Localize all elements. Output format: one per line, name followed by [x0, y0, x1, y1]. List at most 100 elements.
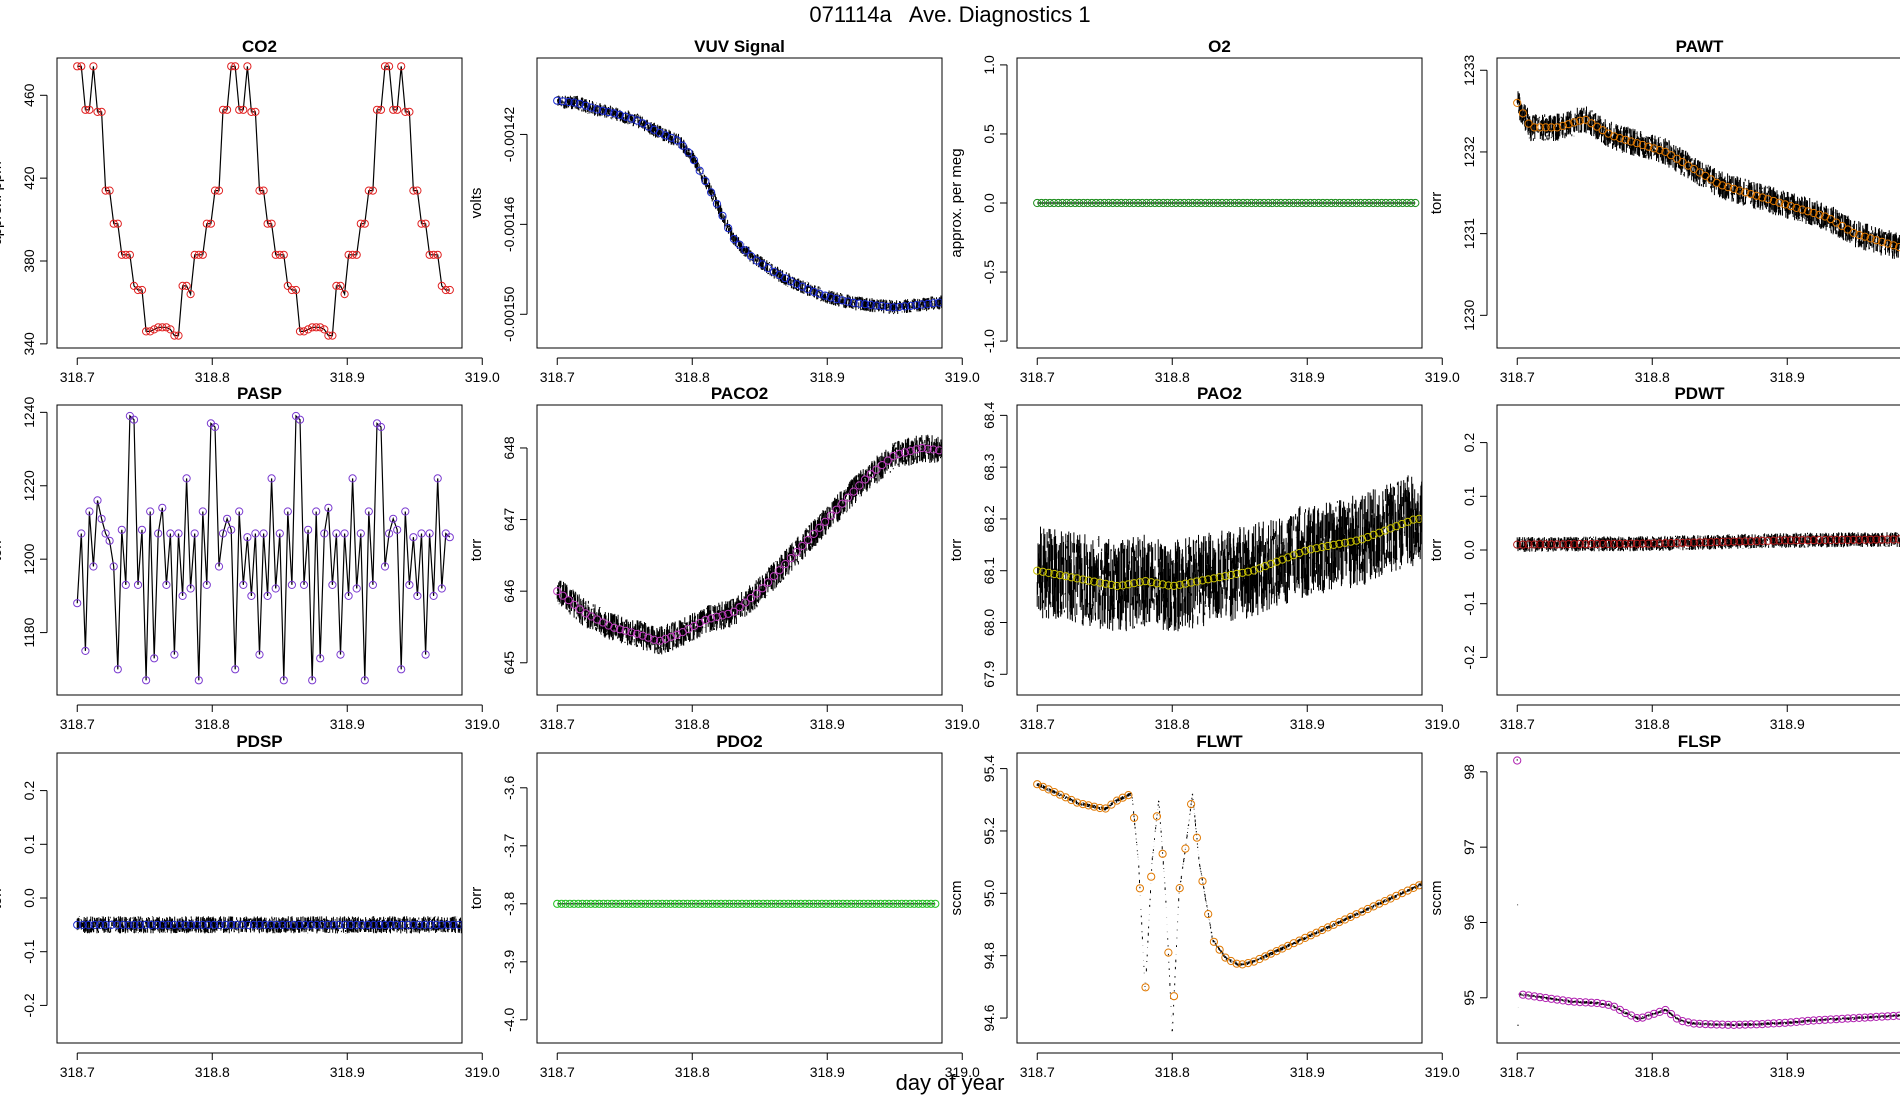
data-point-pdo2 — [746, 899, 755, 908]
plot-area-flsp — [1513, 756, 1900, 1030]
data-point-co2 — [170, 331, 179, 340]
data-point-pdsp — [255, 920, 264, 930]
data-point-flsp — [1667, 1010, 1676, 1019]
data-point-pawt — [1741, 188, 1750, 197]
data-point-pdwt — [1530, 540, 1539, 549]
y-axis-paco2: 645 646 647 648 — [501, 436, 528, 674]
data-point-flwt — [1450, 864, 1457, 871]
data-point-flwt — [1415, 881, 1422, 890]
data-point-pdwt — [1792, 536, 1801, 545]
data-point-vuv-signal — [883, 302, 892, 311]
data-point-pdwt — [1752, 537, 1761, 546]
data-point-pdsp — [552, 921, 559, 928]
data-point-vuv-signal — [906, 301, 915, 310]
data-point-pdo2 — [864, 899, 873, 908]
y-tick-label-flwt: 94.8 — [981, 942, 997, 969]
data-point-pasp — [93, 496, 102, 505]
data-point-flsp — [1786, 1018, 1795, 1027]
data-point-co2 — [247, 107, 256, 117]
data-point-vuv-signal — [970, 291, 977, 298]
data-point-pawt — [1649, 144, 1659, 153]
data-point-pdo2 — [649, 899, 658, 908]
plot-area-vuv-signal — [553, 95, 1068, 315]
data-point-co2 — [413, 186, 422, 195]
x-tick-label-pdwt: 318.8 — [1635, 716, 1670, 732]
x-tick-label-pdo2: 318.7 — [540, 1064, 575, 1080]
x-tick-label-o2: 318.7 — [1020, 369, 1055, 385]
data-point-pdsp — [192, 920, 201, 930]
data-point-pawt — [1849, 228, 1858, 237]
data-point-pasp — [279, 676, 288, 685]
data-point-pdo2 — [830, 899, 839, 908]
data-point-pasp — [445, 533, 454, 542]
data-point-co2 — [421, 219, 430, 228]
data-point-o2 — [1285, 198, 1294, 208]
data-point-vuv-signal — [1061, 271, 1068, 278]
data-point-pao2 — [1033, 566, 1042, 575]
data-point-flsp — [1849, 1014, 1858, 1023]
data-point-vuv-signal — [803, 285, 813, 294]
data-point-pdwt — [1820, 535, 1830, 545]
data-point-pasp — [142, 676, 151, 685]
data-point-co2 — [445, 285, 454, 295]
data-point-o2 — [1297, 198, 1307, 208]
x-tick-label-o2: 319.0 — [1425, 369, 1460, 385]
data-point-pao2 — [1473, 522, 1480, 529]
data-point-pasp — [263, 591, 272, 601]
data-point-pasp — [429, 591, 438, 601]
data-point-vuv-signal — [1044, 270, 1051, 277]
data-point-pao2 — [1427, 515, 1434, 522]
data-point-pdsp — [409, 920, 418, 930]
data-point-o2 — [1150, 198, 1160, 208]
data-point-co2 — [372, 105, 382, 114]
data-point-vuv-signal — [672, 136, 682, 145]
data-point-pasp — [166, 529, 175, 538]
data-point-pdwt — [1826, 535, 1835, 545]
data-point-pasp — [73, 599, 82, 608]
data-point-pdo2 — [553, 899, 562, 908]
data-point-pdo2 — [767, 899, 776, 908]
plot-frame-pao2 — [1016, 404, 1423, 696]
data-point-pdo2 — [926, 899, 936, 908]
data-point-co2 — [174, 331, 183, 340]
data-point-vuv-signal — [1038, 272, 1045, 279]
y-tick-label-pasp: 1240 — [21, 397, 37, 428]
data-point-pdsp — [581, 921, 588, 928]
data-point-pawt — [1809, 208, 1818, 218]
data-point-pdsp — [449, 920, 458, 930]
x-tick-label-pdsp: 319.0 — [465, 1064, 500, 1080]
data-point-co2 — [417, 219, 426, 228]
data-point-pdsp — [266, 920, 276, 930]
data-point-pdsp — [141, 920, 150, 930]
data-point-pdo2 — [792, 899, 801, 908]
plot-area-pasp — [73, 411, 454, 685]
data-point-pasp — [389, 514, 398, 523]
data-point-pao2 — [1266, 559, 1276, 569]
data-point-pao2 — [1352, 536, 1361, 545]
y-tick-label-co2: 460 — [21, 83, 37, 107]
data-point-pawt — [1798, 205, 1807, 214]
data-point-pao2 — [1340, 538, 1350, 547]
x-axis-vuv-signal: 318.7 318.8 318.9 319.0 — [540, 357, 980, 385]
data-point-o2 — [1091, 198, 1101, 208]
data-point-flsp — [1758, 1020, 1767, 1029]
data-point-pdo2 — [721, 899, 730, 908]
plot-frame-paco2 — [536, 404, 943, 696]
data-point-co2 — [267, 219, 276, 228]
data-point-pdsp — [587, 921, 594, 928]
data-point-pdsp — [346, 920, 355, 930]
data-point-flwt — [1164, 948, 1173, 957]
data-point-paco2 — [849, 487, 858, 496]
data-point-o2 — [1394, 198, 1403, 208]
y-tick-label-pao2: 68.2 — [981, 505, 997, 532]
data-point-pasp — [235, 507, 244, 516]
data-point-vuv-signal — [1032, 275, 1039, 282]
data-point-pdwt — [1541, 540, 1550, 549]
data-point-pdo2 — [628, 899, 637, 908]
data-point-pdsp — [386, 920, 395, 930]
y-axis-flsp: 95 96 97 98 — [1461, 764, 1488, 1006]
series-line-co2 — [77, 65, 450, 337]
data-point-pdo2 — [674, 899, 684, 908]
data-point-o2 — [1075, 198, 1084, 208]
data-point-pao2 — [1478, 523, 1485, 530]
